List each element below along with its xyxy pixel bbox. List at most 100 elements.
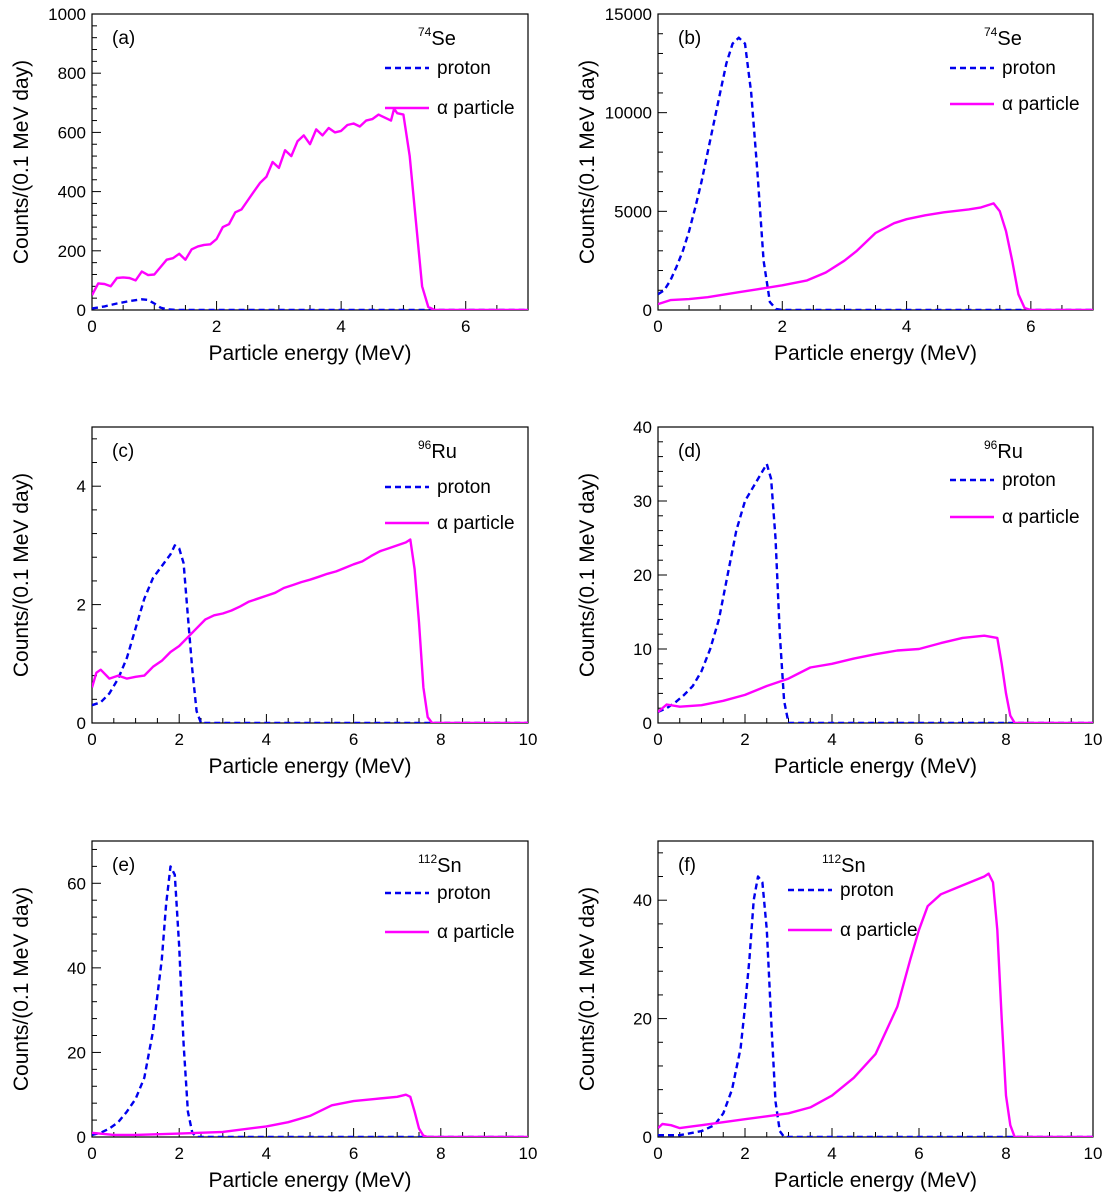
x-tick-label: 2 <box>174 1144 183 1163</box>
x-tick-label: 0 <box>653 730 662 749</box>
panel-label: (e) <box>112 855 135 876</box>
nucleus-mass-number: 96 <box>984 438 998 452</box>
y-tick-label: 30 <box>633 492 652 511</box>
panel-d: 0 2 4 6 8 10 0 10 20 30 40 Particle energy (MeV) Cou… <box>576 418 1102 778</box>
legend-proton-label: proton <box>437 58 491 79</box>
y-tick-label: 0 <box>77 714 86 733</box>
x-tick-label: 10 <box>519 1144 538 1163</box>
nucleus-label: 112Sn <box>418 852 462 877</box>
y-tick-label: 60 <box>67 874 86 893</box>
nucleus-mass-number: 112 <box>822 852 841 866</box>
x-tick-label: 6 <box>914 730 923 749</box>
y-tick-label: 800 <box>58 64 86 83</box>
alpha-series-line <box>92 1093 528 1137</box>
y-tick-label: 40 <box>633 418 652 437</box>
y-tick-label: 0 <box>643 1128 652 1147</box>
legend-alpha-label: α particle <box>1002 507 1080 528</box>
nucleus-symbol: Se <box>997 28 1021 50</box>
nucleus-symbol: Sn <box>437 855 461 877</box>
x-tick-label: 4 <box>336 317 345 336</box>
y-tick-label: 20 <box>67 1043 86 1062</box>
x-tick-label: 8 <box>436 730 445 749</box>
nucleus-symbol: Se <box>431 28 455 50</box>
y-tick-label: 20 <box>633 1010 652 1029</box>
proton-series-line <box>658 462 1093 723</box>
panel-label: (a) <box>112 28 135 49</box>
y-tick-label: 10 <box>633 640 652 659</box>
nucleus-symbol: Ru <box>431 441 457 463</box>
x-tick-label: 8 <box>1001 730 1010 749</box>
x-tick-label: 8 <box>436 1144 445 1163</box>
x-tick-label: 2 <box>740 730 749 749</box>
nucleus-label: 96Ru <box>418 438 457 463</box>
legend-proton-label: proton <box>437 477 491 498</box>
x-tick-label: 0 <box>653 317 662 336</box>
y-tick-label: 2 <box>77 596 86 615</box>
alpha-series-line <box>658 202 1093 310</box>
y-tick-label: 1000 <box>48 5 86 24</box>
y-tick-label: 40 <box>633 891 652 910</box>
x-tick-label: 0 <box>87 317 96 336</box>
panel-b: 0 2 4 6 0 5000 10000 15000 Particle energy (MeV)… <box>576 5 1094 365</box>
nucleus-mass-number: 74 <box>984 25 998 39</box>
nucleus-mass-number: 74 <box>418 25 432 39</box>
panel-a: 0 2 4 6 0 200 400 600 800 1000 Particle energy (Me… <box>10 5 529 365</box>
y-axis-title: Counts/(0.1 MeV day) <box>576 887 599 1091</box>
x-tick-label: 0 <box>87 1144 96 1163</box>
y-tick-label: 4 <box>77 477 86 496</box>
panel-label: (d) <box>678 441 701 462</box>
panel-c: 0 2 4 6 8 10 0 2 4 Particle energy (MeV) Counts/(0… <box>10 426 538 778</box>
panel-label: (f) <box>678 855 696 876</box>
x-axis-title: Particle energy (MeV) <box>774 1169 977 1192</box>
x-tick-label: 10 <box>1084 1144 1103 1163</box>
legend-proton-label: proton <box>437 883 491 904</box>
alpha-series-line <box>92 107 528 310</box>
legend-proton-label: proton <box>1002 58 1056 79</box>
x-tick-label: 0 <box>653 1144 662 1163</box>
plot-frame <box>91 426 529 724</box>
legend-alpha-label: α particle <box>1002 94 1080 115</box>
y-tick-label: 0 <box>77 301 86 320</box>
x-tick-label: 4 <box>827 1144 836 1163</box>
x-tick-label: 4 <box>902 317 911 336</box>
nucleus-label: 74Se <box>418 25 456 50</box>
x-tick-label: 6 <box>461 317 470 336</box>
y-tick-label: 40 <box>67 959 86 978</box>
legend-proton-label: proton <box>840 880 894 901</box>
nucleus-mass-number: 112 <box>418 852 437 866</box>
x-axis-title: Particle energy (MeV) <box>774 342 977 365</box>
y-tick-label: 0 <box>643 301 652 320</box>
x-tick-label: 4 <box>262 730 271 749</box>
x-tick-label: 10 <box>519 730 538 749</box>
y-axis-title: Counts/(0.1 MeV day) <box>10 60 33 264</box>
y-tick-label: 400 <box>58 183 86 202</box>
legend-alpha-label: α particle <box>437 98 515 119</box>
y-tick-label: 20 <box>633 566 652 585</box>
y-axis-title: Counts/(0.1 MeV day) <box>10 887 33 1091</box>
x-axis-title: Particle energy (MeV) <box>208 342 411 365</box>
x-tick-label: 0 <box>87 730 96 749</box>
x-tick-label: 6 <box>349 730 358 749</box>
nucleus-label: 96Ru <box>984 438 1023 463</box>
x-tick-label: 2 <box>212 317 221 336</box>
y-axis-title: Counts/(0.1 MeV day) <box>576 60 599 264</box>
x-axis-title: Particle energy (MeV) <box>774 755 977 778</box>
x-tick-label: 6 <box>914 1144 923 1163</box>
nucleus-mass-number: 96 <box>418 438 432 452</box>
y-tick-label: 600 <box>58 123 86 142</box>
alpha-series-line <box>92 538 528 723</box>
x-axis-title: Particle energy (MeV) <box>208 755 411 778</box>
x-axis-title: Particle energy (MeV) <box>208 1169 411 1192</box>
nucleus-label: 74Se <box>984 25 1022 50</box>
panel-f: 0 2 4 6 8 10 0 20 40 Particle energy (MeV) Counts/… <box>576 840 1103 1192</box>
y-axis-title: Counts/(0.1 MeV day) <box>10 473 33 677</box>
y-tick-label: 15000 <box>605 5 652 24</box>
nucleus-symbol: Sn <box>841 855 865 877</box>
y-tick-label: 5000 <box>614 202 652 221</box>
x-tick-label: 4 <box>827 730 836 749</box>
y-tick-label: 0 <box>77 1128 86 1147</box>
nucleus-label: 112Sn <box>822 852 866 877</box>
alpha-series-line <box>658 872 1093 1137</box>
proton-series-line <box>92 865 528 1137</box>
